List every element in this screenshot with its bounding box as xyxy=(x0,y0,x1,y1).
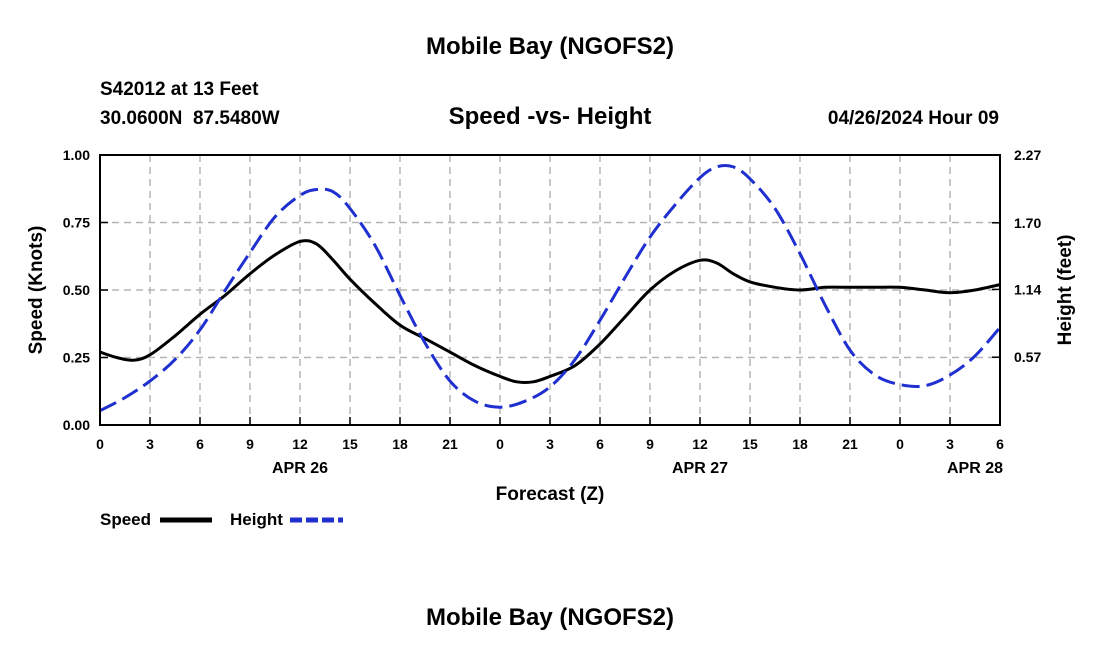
x-tick-label: 0 xyxy=(896,436,904,452)
height-series-line xyxy=(99,163,1002,413)
x-tick-label: 9 xyxy=(246,436,254,452)
chart-header-title: Mobile Bay (NGOFS2) xyxy=(426,33,674,60)
x-tick-label: 3 xyxy=(146,436,154,452)
x-tick-label: 21 xyxy=(442,436,458,452)
x-axis-label: Forecast (Z) xyxy=(496,484,605,505)
speed-series-line xyxy=(99,239,1001,384)
grid-lines xyxy=(100,155,1000,425)
y-tick-label: 1.00 xyxy=(63,147,90,163)
x-tick-label: 6 xyxy=(596,436,604,452)
forecast-run-label: 04/26/2024 Hour 09 xyxy=(828,108,999,129)
x-tick-label: 9 xyxy=(646,436,654,452)
series-group xyxy=(99,163,1002,413)
y-tick-label: 0.50 xyxy=(63,282,90,298)
y2-tick-label: 2.27 xyxy=(1014,147,1041,163)
date-label: APR 27 xyxy=(672,460,728,477)
x-tick-label: 0 xyxy=(96,436,104,452)
x-tick-label: 12 xyxy=(292,436,308,452)
y2-tick-label: 1.14 xyxy=(1014,281,1041,297)
legend: Speed Height xyxy=(100,510,343,529)
axis-ticks: 0 3 6 9 12 15 18 21 0 3 6 9 12 15 18 21 0 3 6 0.00 0.25 0.50 0… xyxy=(63,147,1042,477)
chart-title: Speed -vs- Height xyxy=(449,103,652,130)
x-tick-label: 3 xyxy=(946,436,954,452)
x-tick-label: 3 xyxy=(546,436,554,452)
x-tick-label: 15 xyxy=(342,436,358,452)
x-tick-label: 12 xyxy=(692,436,708,452)
x-tick-label: 18 xyxy=(792,436,808,452)
y2-axis-label: Height (feet) xyxy=(1055,235,1076,346)
station-label: S42012 at 13 Feet xyxy=(100,79,259,100)
y2-tick-label: 0.57 xyxy=(1014,349,1041,365)
x-tick-label: 18 xyxy=(392,436,408,452)
x-tick-label: 0 xyxy=(496,436,504,452)
y-tick-label: 0.25 xyxy=(63,350,90,366)
y2-tick-label: 1.70 xyxy=(1014,215,1041,231)
x-tick-label: 6 xyxy=(996,436,1004,452)
date-label: APR 28 xyxy=(947,460,1003,477)
date-label: APR 26 xyxy=(272,460,328,477)
y-axis-label: Speed (Knots) xyxy=(26,226,47,355)
x-tick-label: 15 xyxy=(742,436,758,452)
x-tick-label: 21 xyxy=(842,436,858,452)
coordinates-label: 30.0600N 87.5480W xyxy=(100,108,280,129)
y-tick-label: 0.75 xyxy=(63,215,90,231)
footer-title: Mobile Bay (NGOFS2) xyxy=(426,604,674,631)
legend-speed-label: Speed xyxy=(100,510,151,529)
legend-height-label: Height xyxy=(230,510,283,529)
x-tick-label: 6 xyxy=(196,436,204,452)
y-tick-label: 0.00 xyxy=(63,417,90,433)
